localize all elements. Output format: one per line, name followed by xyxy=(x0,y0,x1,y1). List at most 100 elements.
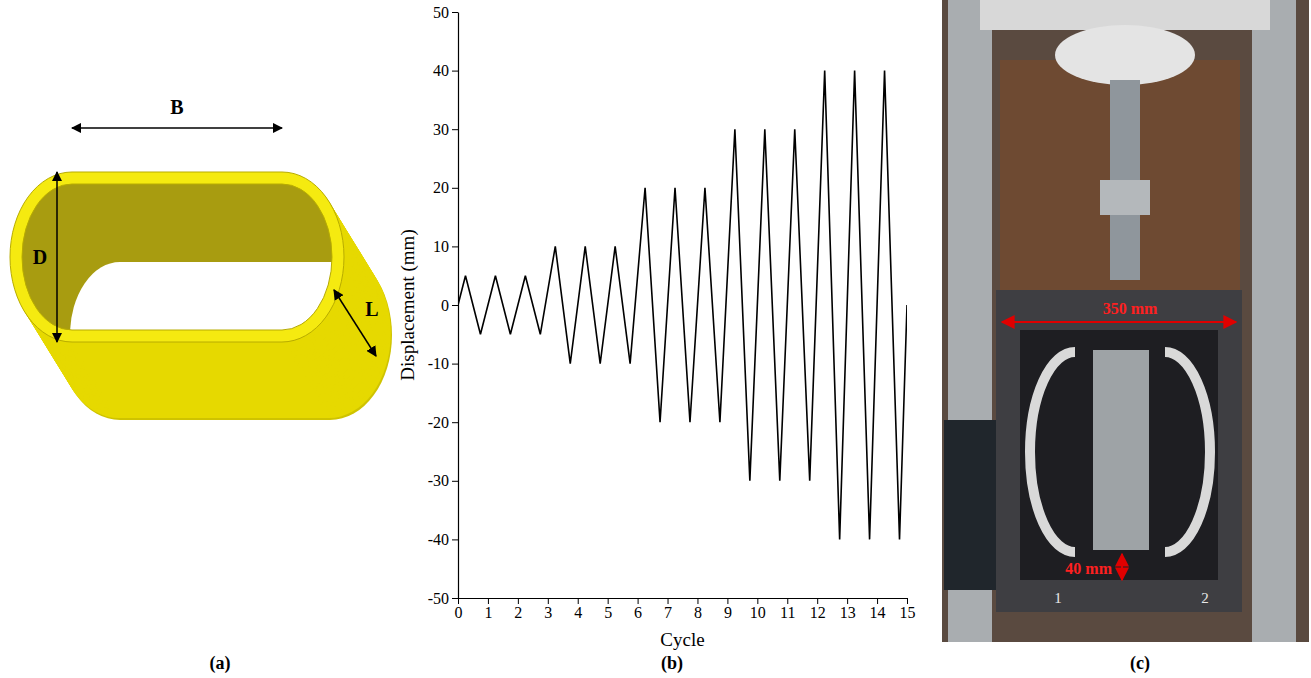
steel-frame xyxy=(996,290,1242,612)
tick-mark xyxy=(548,598,549,604)
tick-mark xyxy=(488,598,489,604)
tick-label: 14 xyxy=(870,604,886,621)
plot-area xyxy=(458,71,907,540)
dimension-label: L xyxy=(365,298,378,320)
tick-mark xyxy=(608,598,609,604)
tick-label: 7 xyxy=(664,604,672,621)
tick-mark xyxy=(452,129,458,130)
tick-label: 0 xyxy=(455,604,463,621)
annotation-arrow xyxy=(1002,321,1236,323)
tick-label: -10 xyxy=(428,355,449,372)
dimension-arrow xyxy=(56,172,58,342)
annotation-arrow xyxy=(1121,554,1123,580)
tick: -10 xyxy=(428,355,458,372)
tick: 0 xyxy=(441,297,458,314)
panel-label: (c) xyxy=(1130,653,1150,674)
tick-label: 30 xyxy=(433,121,449,138)
tick: 50 xyxy=(433,4,458,21)
dimension-label: D xyxy=(33,246,47,268)
tick-label: 11 xyxy=(780,604,795,621)
tick: 1 xyxy=(484,598,492,621)
tick-label: 2 xyxy=(514,604,522,621)
tick-label: 1 xyxy=(484,604,492,621)
tick-label: 13 xyxy=(840,604,856,621)
tick: 2 xyxy=(514,598,522,621)
tick: 13 xyxy=(840,598,856,621)
tick-label: 5 xyxy=(604,604,612,621)
tick-mark xyxy=(452,246,458,247)
x-axis: 0123456789101112131415 xyxy=(455,598,916,621)
tick: 7 xyxy=(664,598,672,621)
tick-label: 12 xyxy=(810,604,826,621)
tick-mark xyxy=(787,598,788,604)
tick-mark xyxy=(847,598,848,604)
axis-line xyxy=(458,13,459,599)
loading-block xyxy=(1093,350,1149,550)
marking: 2 xyxy=(1201,590,1209,606)
control-screen xyxy=(944,420,996,590)
tick-mark xyxy=(452,422,458,423)
panel-c: 350 mm40 mm12 xyxy=(942,0,1309,642)
marking: 1 xyxy=(1054,590,1062,606)
tick-label: 9 xyxy=(724,604,732,621)
tick-label: 6 xyxy=(634,604,642,621)
annotation: 40 mm xyxy=(1065,560,1112,577)
tick-label: 3 xyxy=(544,604,552,621)
tick: 3 xyxy=(544,598,552,621)
tick-mark xyxy=(877,598,878,604)
tick: -40 xyxy=(428,531,458,548)
tick-mark xyxy=(452,598,458,599)
tick-label: -50 xyxy=(428,590,449,607)
photo-wall xyxy=(1000,60,1240,310)
tick-label: 10 xyxy=(750,604,766,621)
tick: 10 xyxy=(750,598,766,621)
tick-mark xyxy=(452,481,458,482)
tube-through-hole xyxy=(70,262,380,408)
tick-label: 15 xyxy=(900,604,916,621)
tick-mark xyxy=(638,598,639,604)
tick-label: 4 xyxy=(574,604,582,621)
photo-background xyxy=(942,0,1309,642)
specimen xyxy=(1165,352,1210,552)
dimension-arrow xyxy=(72,127,282,129)
tick-label: 40 xyxy=(433,62,449,79)
tick-mark xyxy=(578,598,579,604)
tick: 15 xyxy=(900,598,916,621)
panel-label: (a) xyxy=(210,653,231,674)
tick: 11 xyxy=(780,598,795,621)
tick: 10 xyxy=(433,238,458,255)
tick: 4 xyxy=(574,598,582,621)
panel-label: (b) xyxy=(661,653,683,674)
tick: 30 xyxy=(433,121,458,138)
tick-mark xyxy=(452,539,458,540)
tick-mark xyxy=(727,598,728,604)
tick: -20 xyxy=(428,414,458,431)
tick: 20 xyxy=(433,179,458,196)
panel-a: B D L xyxy=(0,96,420,420)
tube-interior xyxy=(0,150,420,410)
tick-mark xyxy=(452,188,458,189)
tick-label: -30 xyxy=(428,472,449,489)
tick: 6 xyxy=(634,598,642,621)
tick-label: -40 xyxy=(428,531,449,548)
tick: -30 xyxy=(428,472,458,489)
tick-label: 10 xyxy=(433,238,449,255)
tick-mark xyxy=(757,598,758,604)
tick-label: 50 xyxy=(433,4,449,21)
tick-mark xyxy=(668,598,669,604)
tick: 40 xyxy=(433,62,458,79)
tick-label: 20 xyxy=(433,179,449,196)
tick-mark xyxy=(458,598,459,604)
load-cell xyxy=(1100,180,1150,215)
tick: 12 xyxy=(810,598,826,621)
frame-opening xyxy=(1020,330,1218,580)
axis-line xyxy=(459,598,908,599)
dimension-label: B xyxy=(170,96,183,118)
tick-mark xyxy=(518,598,519,604)
tick-mark xyxy=(452,305,458,306)
tube-inner-edge xyxy=(22,184,332,330)
figure: BDL0123456789101112131415-50-40-30-20-10… xyxy=(0,0,1311,678)
tick: 0 xyxy=(455,598,463,621)
tick: 8 xyxy=(694,598,702,621)
tick-mark xyxy=(452,364,458,365)
